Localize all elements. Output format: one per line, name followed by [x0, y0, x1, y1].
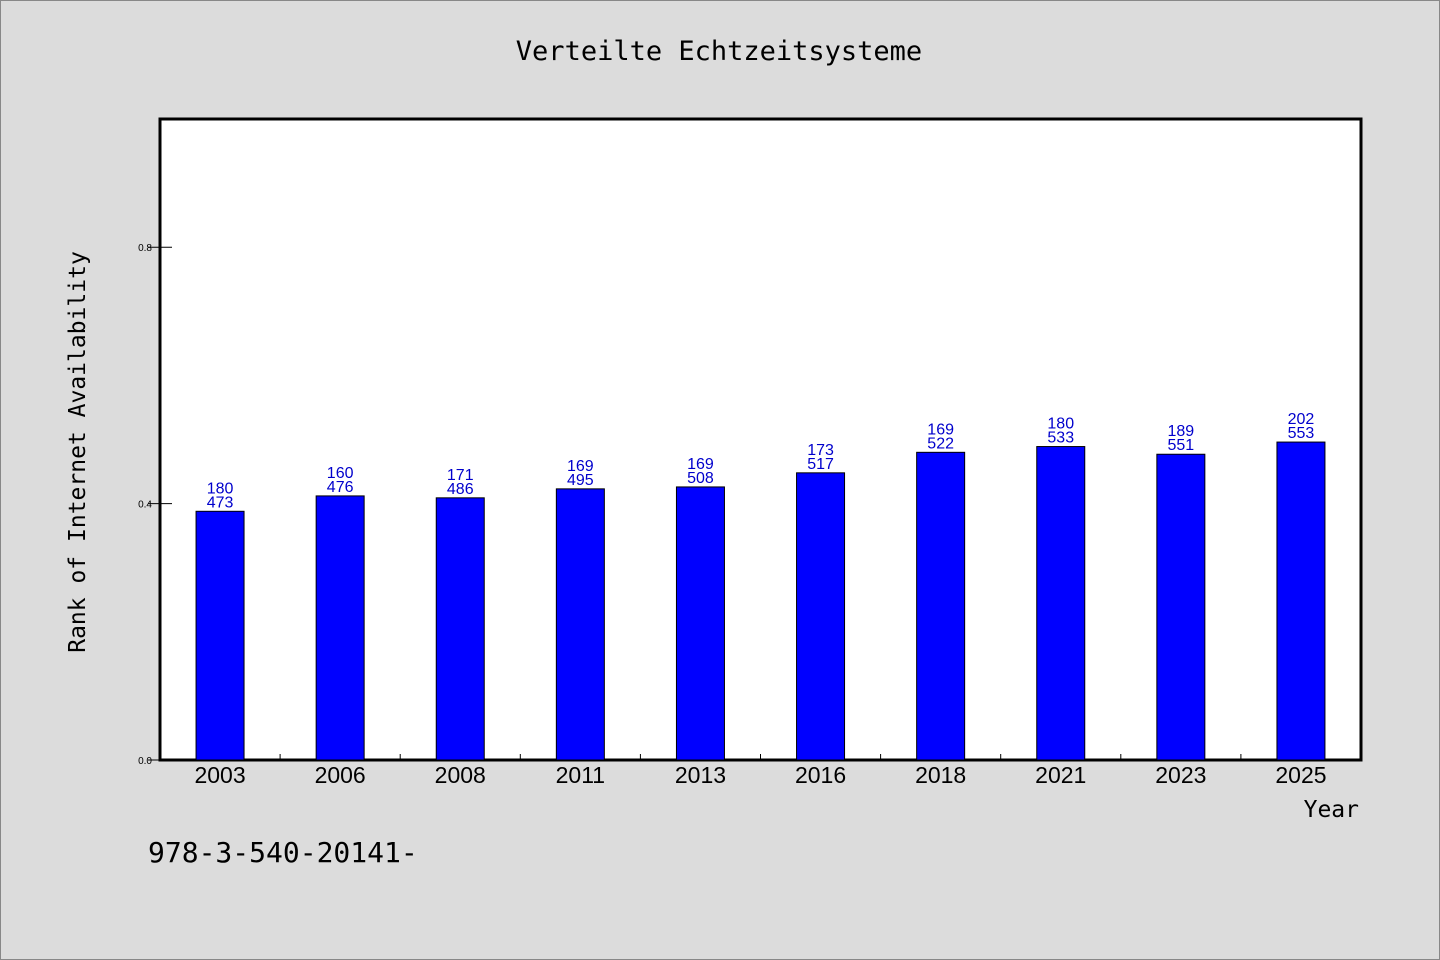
x-axis-title: Year: [1304, 797, 1359, 823]
x-tick-label: 2023: [1155, 762, 1206, 788]
bar-label-bottom: 551: [1167, 437, 1194, 454]
bar: [315, 495, 365, 761]
chart-title: Verteilte Echtzeitsysteme: [516, 36, 922, 67]
y-axis-title: Rank of Internet Availability: [65, 251, 91, 653]
x-tick-label: 2016: [795, 762, 846, 788]
bar: [1276, 441, 1326, 761]
bar-label-bottom: 522: [927, 435, 954, 452]
bar: [796, 472, 846, 761]
isbn-footnote: 978-3-540-20141-: [148, 836, 418, 869]
y-tick-label: 0.8: [138, 243, 152, 254]
bar: [916, 451, 966, 761]
bar-label-bottom: 508: [687, 470, 714, 487]
bar: [675, 486, 725, 761]
bar-label-top: 169: [567, 458, 594, 475]
bar: [1156, 453, 1206, 761]
bar-label-top: 180: [207, 480, 234, 497]
x-tick-label: 2003: [194, 762, 245, 788]
x-tick-label: 2021: [1035, 762, 1086, 788]
x-axis-labels: 2003 2006 2008 2011 2013 2016 2018 2021 2023 2025: [194, 762, 1326, 788]
bar: [555, 488, 605, 761]
bar-label-top: 189: [1167, 423, 1194, 440]
bar-label-bottom: 476: [327, 479, 354, 496]
y-axis: 0.0 0.4 0.8: [138, 243, 172, 767]
x-tick-label: 2008: [435, 762, 486, 788]
x-tick-label: 2006: [315, 762, 366, 788]
bars: 1804731604761714861694951695081735171695…: [195, 411, 1326, 761]
bar-label-top: 202: [1288, 411, 1315, 428]
bar-label-top: 180: [1047, 416, 1074, 433]
x-tick-label: 2025: [1275, 762, 1326, 788]
bar-label-bottom: 517: [807, 456, 834, 473]
bar: [435, 497, 485, 761]
bar-label-top: 173: [807, 442, 834, 459]
y-tick-label: 0.0: [138, 756, 152, 767]
x-tick-label: 2018: [915, 762, 966, 788]
bar-label-top: 169: [687, 456, 714, 473]
bar-label-bottom: 553: [1288, 425, 1315, 442]
x-tick-label: 2011: [556, 762, 605, 788]
x-axis-ticks: [279, 754, 1242, 760]
bar-label-bottom: 486: [447, 481, 474, 498]
bar: [1036, 446, 1086, 761]
bar-label-top: 171: [447, 467, 474, 484]
bar-label-top: 169: [927, 421, 954, 438]
bar-label-top: 160: [327, 465, 354, 482]
y-tick-label: 0.4: [138, 500, 152, 511]
bar-label-bottom: 473: [207, 494, 234, 511]
bar: [195, 510, 245, 761]
bar-label-bottom: 495: [567, 472, 594, 489]
x-tick-label: 2013: [675, 762, 726, 788]
bar-label-bottom: 533: [1047, 430, 1074, 447]
